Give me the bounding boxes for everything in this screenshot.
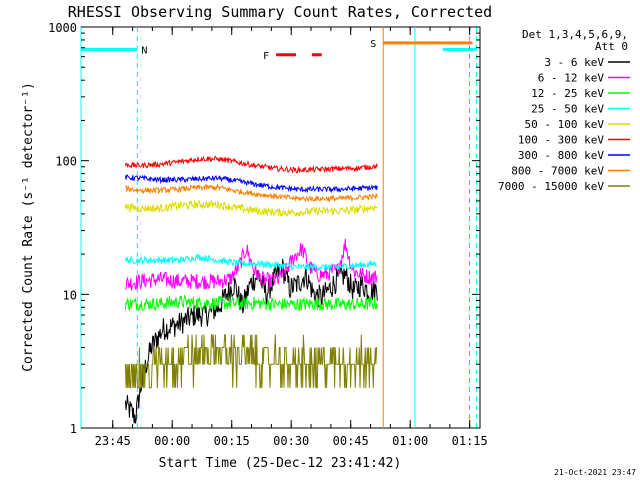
x-tick-label: 00:00 (154, 434, 190, 448)
series-line-5 (124, 155, 378, 175)
legend: Det 1,3,4,5,6,9,Att 0 3 - 6 keV 6 - 12 keV… (498, 28, 630, 193)
legend-label: 25 - 50 keV (531, 103, 604, 116)
legend-label: 6 - 12 keV (538, 72, 605, 85)
night-flag-label: N (141, 45, 147, 56)
x-tick-label: 01:15 (452, 434, 488, 448)
series-line-6 (124, 174, 378, 194)
x-axis-label: Start Time (25-Dec-12 23:41:42) (159, 456, 402, 471)
x-tick-label: 00:45 (333, 434, 369, 448)
flare-flag-label: F (263, 51, 269, 62)
plot-area: N S F (80, 26, 481, 429)
x-axis: 23:45 00:00 00:15 00:30 00:45 01:00 01:15 (95, 27, 488, 448)
series-line-8 (124, 334, 378, 389)
legend-header-line: Det 1,3,4,5,6,9, (522, 28, 628, 41)
legend-label: 50 - 100 keV (525, 118, 605, 131)
legend-label: 3 - 6 keV (544, 56, 604, 69)
x-tick-label: 23:45 (95, 434, 131, 448)
series-line-2 (124, 294, 378, 312)
series-line-4 (124, 199, 378, 217)
saa-flag-label: S (370, 39, 376, 50)
legend-label: 100 - 300 keV (518, 134, 604, 147)
legend-label: 800 - 7000 keV (511, 165, 604, 178)
y-tick-label: 10 (63, 288, 77, 302)
x-tick-label: 00:30 (273, 434, 309, 448)
legend-label: 12 - 25 keV (531, 87, 604, 100)
y-axis-label: Corrected Count Rate (s⁻¹ detector⁻¹) (21, 82, 36, 372)
legend-label: 7000 - 15000 keV (498, 180, 604, 193)
y-axis: 1 10 100 1000 (48, 21, 480, 436)
y-tick-label: 100 (55, 155, 77, 169)
y-tick-label: 1000 (48, 21, 77, 35)
x-tick-label: 01:00 (392, 434, 428, 448)
chart-title: RHESSI Observing Summary Count Rates, Co… (68, 3, 492, 21)
footer-timestamp: 21-Oct-2021 23:47 (554, 468, 636, 477)
legend-label: 300 - 800 keV (518, 149, 604, 162)
y-tick-label: 1 (70, 422, 77, 436)
series-line-7 (124, 183, 378, 203)
series-line-3 (124, 253, 378, 272)
series-line-0 (124, 258, 378, 424)
series-line-1 (124, 238, 378, 291)
legend-header-line: Att 0 (595, 40, 628, 53)
x-tick-label: 00:15 (214, 434, 250, 448)
